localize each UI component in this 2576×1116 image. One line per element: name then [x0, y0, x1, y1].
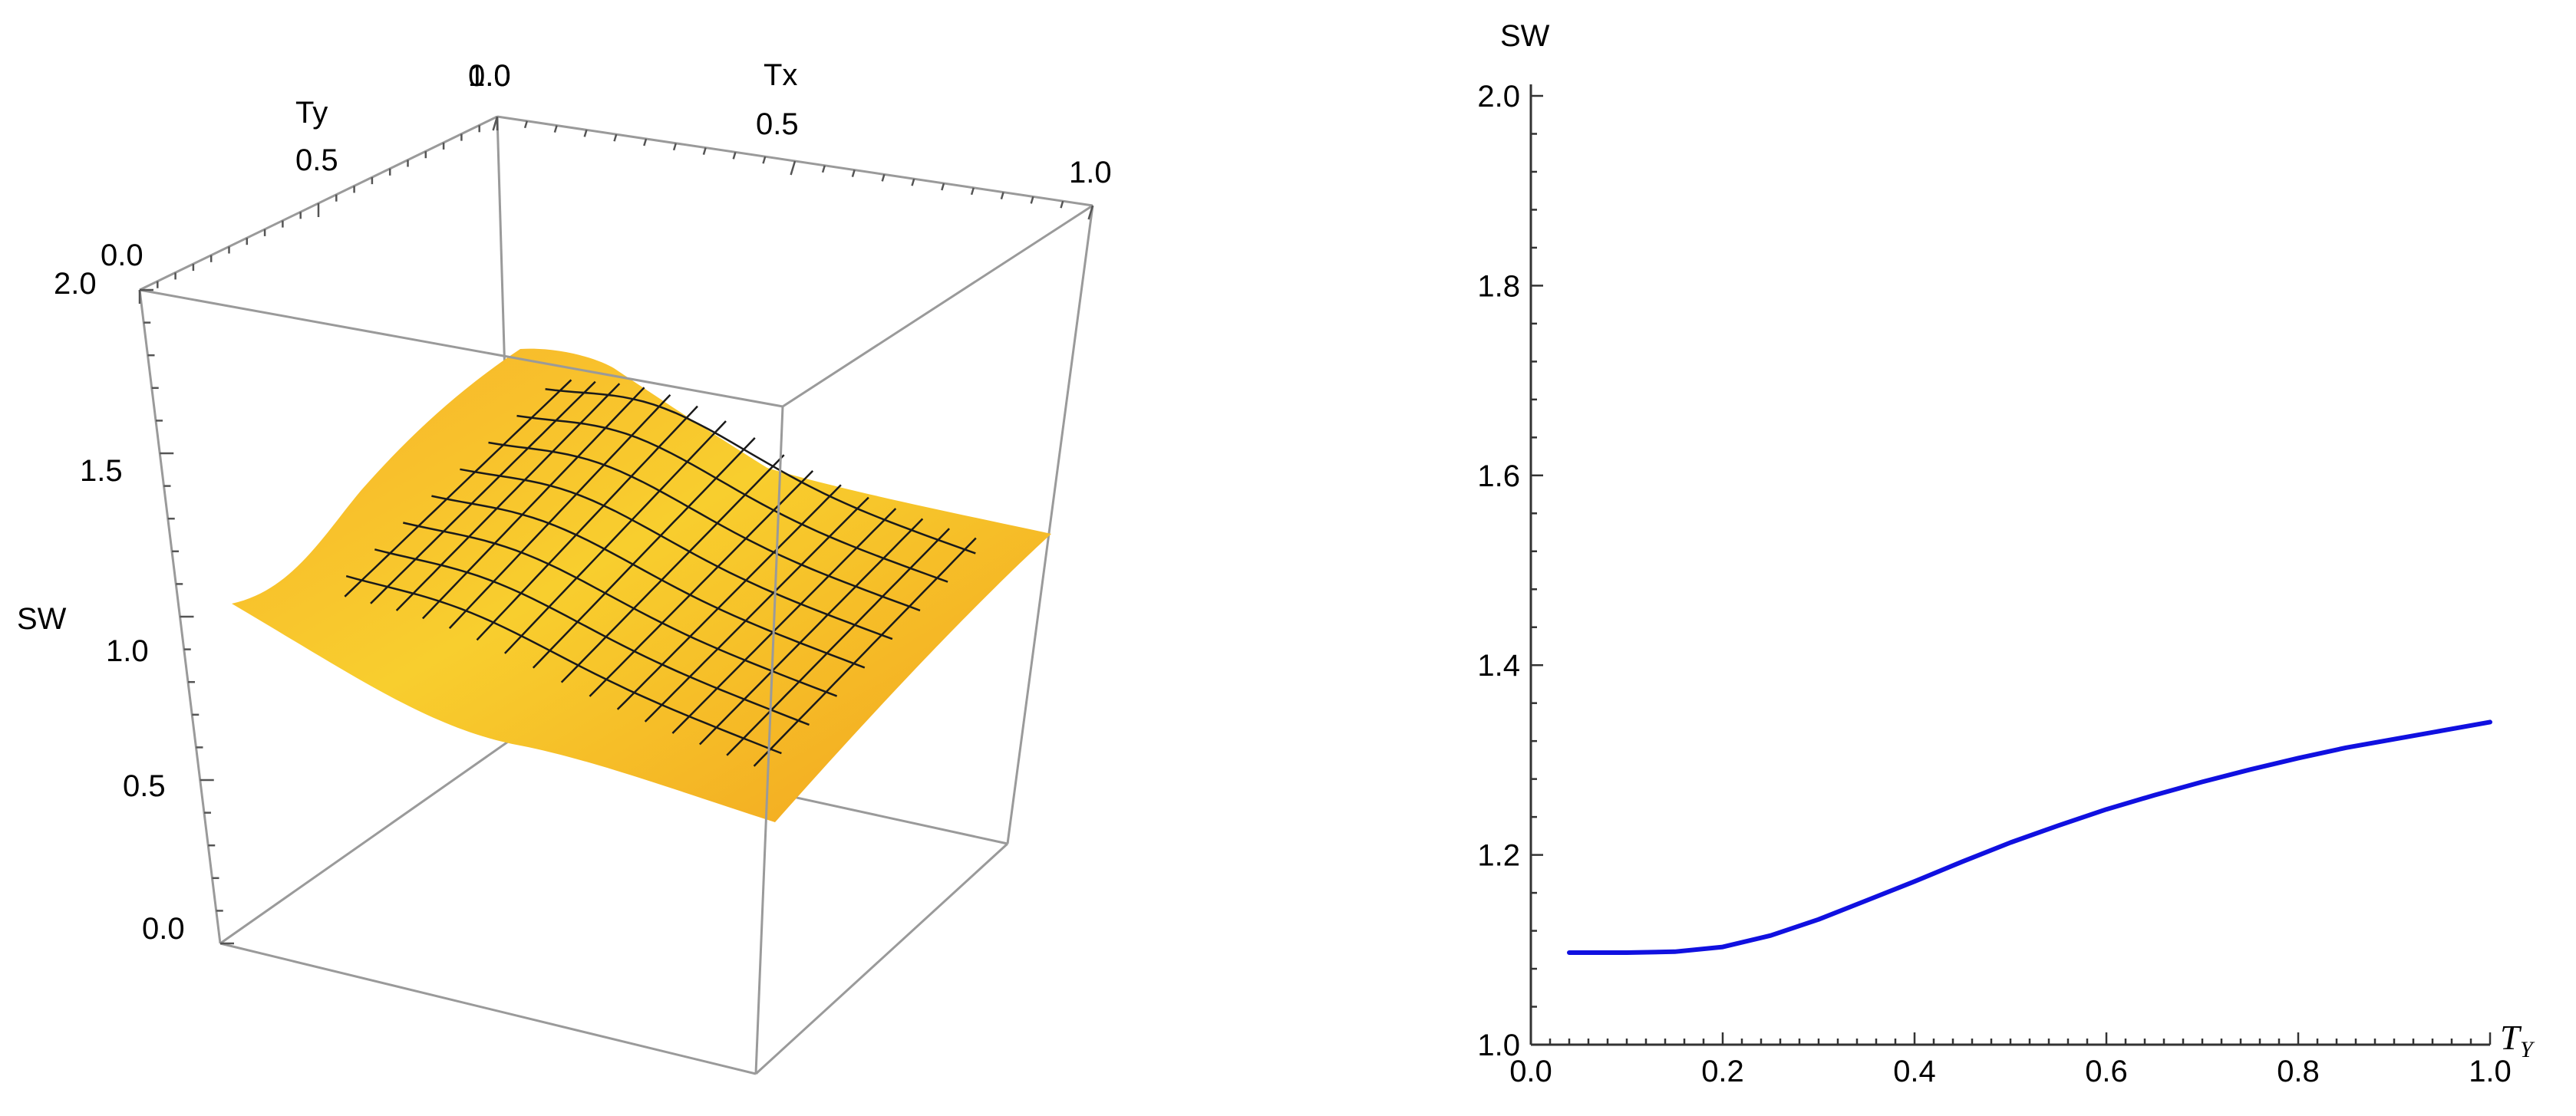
mesh-line-v [726, 528, 950, 756]
y-tick-label: 0.5 [295, 143, 338, 177]
mesh-line-u [403, 522, 838, 697]
x-tick [762, 156, 767, 164]
mesh-line-v [395, 383, 621, 611]
surface-fill [232, 348, 1051, 822]
z-tick-label: 0.0 [142, 912, 185, 946]
mesh-line-v [370, 380, 596, 604]
y-tick-label: 2.0 [1477, 80, 1520, 114]
x-axis-title-main: T [2500, 1018, 2522, 1057]
mesh-line-u [460, 468, 893, 640]
z-tick-label: 2.0 [54, 267, 97, 301]
x-tick [881, 174, 886, 182]
tick-labels-2d: 0.0 0.2 0.4 0.6 0.8 1.0 1.0 1.2 1.4 1.6 1.8 2.0 [1477, 80, 2511, 1088]
box-edge-bottom-front-left [219, 942, 757, 1075]
x-axis-title: Tx [764, 58, 797, 92]
x-tick [732, 152, 737, 160]
mesh-line-v [421, 387, 645, 620]
z-tick-label: 1.5 [80, 454, 123, 488]
mesh-line-v [476, 405, 698, 641]
x-tick [821, 165, 826, 173]
mesh-line-v [589, 470, 814, 697]
mesh-line-u [516, 414, 948, 583]
z-axis-tick-labels: 2.0 1.5 1.0 0.5 0.0 [54, 267, 185, 946]
mesh-line-v [616, 484, 842, 710]
x-tick [1060, 200, 1064, 209]
axis-ticks-2d [1529, 94, 2492, 1046]
x-tick [492, 116, 499, 131]
mesh-line-v [699, 518, 924, 746]
surface-mesh [344, 379, 977, 767]
y-axis-tick-labels: 0.0 0.5 1.0 [101, 59, 511, 272]
y-tick-label: 1.4 [1477, 649, 1520, 683]
box-edge-front-vertical [754, 406, 784, 1075]
mesh-line-u [545, 388, 976, 555]
x-tick-label: 1.0 [1069, 156, 1112, 189]
x-axis-title-2d: T Y [2500, 1018, 2535, 1062]
y-axis-title-2d: SW [1500, 19, 1550, 53]
x-tick-label: 1.0 [2469, 1055, 2512, 1088]
mesh-line-v [532, 437, 756, 669]
y-axis-title: Ty [295, 96, 328, 130]
mesh-line-u [374, 548, 810, 726]
y-tick-label: 1.0 [1477, 1029, 1520, 1062]
mesh-line-v [344, 379, 572, 598]
x-tick [970, 187, 975, 196]
y-tick-label: 0.0 [101, 239, 143, 272]
y-tick-label: 1.6 [1477, 459, 1520, 493]
y-tick-label: 1.8 [1477, 269, 1520, 303]
z-tick-label: 0.5 [123, 769, 166, 803]
z-tick-label: 1.0 [106, 634, 149, 668]
surface [232, 348, 1051, 822]
x-tick [613, 133, 618, 142]
mesh-line-v [448, 393, 671, 629]
z-axis-title: SW [17, 602, 67, 636]
box-edge-bottom-back-left [219, 735, 516, 945]
surface-plot-3d: 2.0 1.5 1.0 0.5 0.0 SW 0.0 0.5 1.0 Ty 0.… [17, 58, 1112, 1075]
mesh-line-v [560, 454, 785, 683]
x-tick [1030, 196, 1034, 204]
x-tick [523, 120, 528, 129]
x-tick-label: 0.0 [468, 59, 511, 93]
box-edge-top-front-left [139, 288, 783, 408]
x-tick [790, 160, 797, 176]
x-tick [583, 130, 588, 137]
box-edge-bottom-front-right [754, 842, 1009, 1075]
x-tick-label: 0.0 [1509, 1055, 1552, 1088]
y-tick-label: 1.0 [468, 59, 511, 93]
x-tick-label: 0.4 [1893, 1055, 1936, 1088]
x-axis-title-sub: Y [2520, 1037, 2535, 1062]
x-tick [851, 170, 856, 177]
mesh-line-v [503, 420, 727, 654]
x-tick [941, 183, 945, 191]
x-tick-label: 0.8 [2277, 1055, 2320, 1088]
x-tick [1000, 192, 1004, 199]
box-edge-top-front-right [782, 204, 1093, 408]
x-tick [702, 147, 707, 155]
axis-ticks-3d [138, 116, 1094, 945]
mesh-line-u [345, 574, 782, 755]
x-tick [672, 143, 677, 151]
x-tick [553, 125, 558, 133]
box-front-edges [139, 204, 1093, 1075]
box-edge-right-vertical [1006, 205, 1094, 844]
mesh-line-u [431, 495, 866, 669]
line-plot-2d: 0.0 0.2 0.4 0.6 0.8 1.01.01.21.41.61.82.0 SW … [1477, 19, 2535, 1088]
x-tick-label: 0.6 [2085, 1055, 2128, 1088]
x-tick-label: 0.2 [1701, 1055, 1744, 1088]
x-tick-label: 0.5 [756, 107, 799, 141]
y-tick-label: 1.2 [1477, 839, 1520, 873]
x-tick [643, 138, 648, 146]
mesh-line-v [671, 508, 897, 734]
series-line [1567, 719, 2492, 955]
x-axis-tick-labels: 0.0 0.5 1.0 [468, 59, 1112, 189]
x-tick [911, 178, 915, 186]
mesh-line-v [753, 537, 977, 767]
mesh-line-v [644, 496, 869, 723]
mesh-line-u [488, 441, 921, 612]
x-tick [1087, 205, 1094, 220]
